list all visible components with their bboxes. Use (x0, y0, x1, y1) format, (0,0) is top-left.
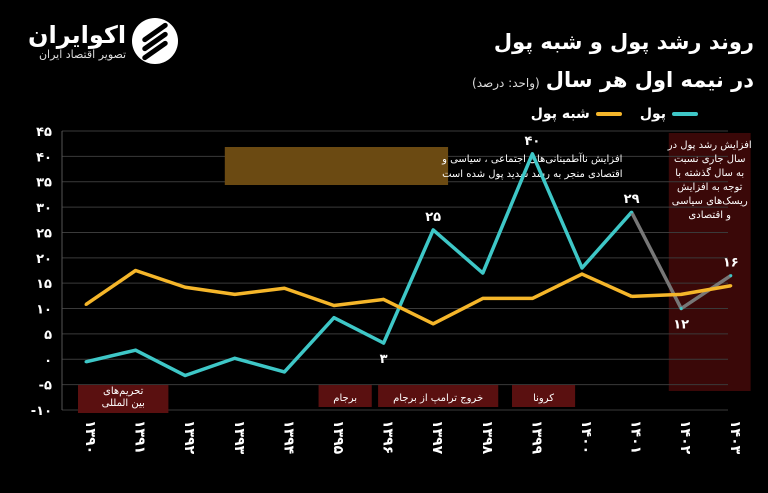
note-box (224, 147, 449, 185)
data-point-money (729, 274, 733, 278)
highlight-text: سال جاری نسبت (674, 154, 745, 165)
event-label: تحریم‌های (103, 386, 144, 397)
y-tick-label: ۴۵ (36, 125, 52, 140)
x-tick-label: ۱۳۹۶ (380, 420, 396, 454)
y-tick-label: ۴۰ (36, 150, 52, 165)
data-point-quasi (382, 297, 386, 301)
event-box (378, 385, 499, 407)
y-tick-label: ۳۵ (36, 176, 52, 191)
data-point-money (481, 271, 485, 275)
chart-title: روند رشد پول و شبه پول (493, 30, 754, 54)
y-tick-label: ۱۰ (36, 303, 52, 318)
highlight-text: افزایش رشد پول در (667, 140, 752, 151)
data-point-money (580, 266, 584, 270)
chart-subtitle: در نیمه اول هر سال (واحد: درصد) (472, 68, 754, 92)
data-point-quasi (679, 292, 683, 296)
event-label: کرونا (533, 393, 554, 404)
event-box (512, 385, 576, 407)
data-point-quasi (729, 284, 733, 288)
y-tick-label: -۱۰ (31, 404, 52, 419)
data-point-quasi (630, 294, 634, 298)
data-point-quasi (332, 304, 336, 308)
data-point-quasi (530, 296, 534, 300)
event-box (318, 385, 372, 407)
data-label: ۴۰ (524, 134, 540, 149)
chart-legend: پول شبه پول (513, 106, 698, 122)
x-tick-label: ۱۴۰۳ (727, 420, 743, 455)
data-point-money (679, 307, 683, 311)
unit-label: (واحد: درصد) (472, 76, 540, 90)
x-tick-label: ۱۴۰۰ (578, 420, 594, 454)
highlight-text: ریسک‌های سیاسی (672, 196, 748, 207)
legend-label-quasi: شبه پول (530, 106, 590, 122)
data-label: ۳ (380, 352, 388, 367)
brand-name: اکوایران (28, 20, 127, 49)
data-point-quasi (431, 322, 435, 326)
event-label: برجام (333, 393, 357, 404)
brand-tagline: تصویر اقتصاد ایران (38, 47, 127, 61)
x-tick-label: ۱۴۰۲ (677, 420, 693, 455)
brand-logo: اکوایران تصویر اقتصاد ایران (28, 18, 179, 64)
data-point-money (630, 210, 634, 214)
legend-label-money: پول (639, 106, 666, 122)
data-point-money (530, 152, 534, 156)
data-point-quasi (481, 296, 485, 300)
data-point-money (282, 370, 286, 374)
logo-icon (132, 18, 179, 64)
x-tick-label: ۱۳۹۲ (181, 420, 197, 455)
x-tick-label: ۱۳۹۵ (330, 420, 346, 455)
highlight-text: و اقتصادی (688, 210, 731, 221)
data-point-money (84, 360, 88, 364)
legend-swatch-money (672, 112, 698, 116)
x-tick-label: ۱۳۹۷ (429, 420, 445, 455)
y-tick-label: ۱۵ (36, 277, 52, 292)
data-point-money (183, 374, 187, 378)
y-tick-label: ۳۰ (36, 201, 52, 216)
legend-item-quasi: شبه پول (531, 106, 622, 122)
data-point-quasi (84, 302, 88, 306)
legend-item-money: پول (640, 106, 698, 122)
data-point-money (233, 356, 237, 360)
data-point-quasi (580, 272, 584, 276)
data-point-quasi (282, 286, 286, 290)
data-label: ۲۹ (624, 192, 640, 207)
y-tick-label: ۰ (44, 353, 52, 368)
note-text: اقتصادی منجر به رشد شدید پول شده است (442, 169, 622, 180)
data-point-money (134, 348, 138, 352)
event-label: خروج ترامپ از برجام (393, 393, 483, 404)
y-tick-label: -۵ (39, 379, 52, 394)
y-tick-label: ۵ (44, 328, 52, 343)
series-line-quasi (85, 268, 633, 326)
event-label: بین المللی (102, 398, 145, 409)
y-tick-label: ۲۰ (36, 252, 52, 267)
data-point-quasi (134, 269, 138, 272)
x-tick-label: ۱۴۰۱ (628, 420, 644, 454)
legend-swatch-quasi (595, 112, 622, 116)
x-tick-label: ۱۳۹۰ (82, 420, 98, 454)
data-point-quasi (233, 292, 237, 296)
data-label: ۱۲ (673, 318, 689, 333)
data-point-money (431, 228, 435, 232)
highlight-text: توجه به افزایش (677, 182, 743, 193)
subtitle-text: در نیمه اول هر سال (545, 68, 754, 92)
highlight-region (668, 133, 751, 391)
x-tick-label: ۱۳۹۱ (132, 420, 148, 454)
event-box (78, 385, 169, 413)
highlight-text: به سال گذشته با (675, 167, 744, 179)
x-tick-label: ۱۳۹۴ (280, 420, 296, 455)
series-line-money (85, 152, 633, 378)
data-point-money (332, 316, 336, 320)
data-point-money (382, 341, 386, 345)
y-tick-label: ۲۵ (36, 226, 52, 241)
data-point-quasi (183, 285, 187, 289)
data-label: ۲۵ (425, 210, 441, 225)
x-tick-label: ۱۳۹۹ (528, 420, 544, 455)
x-tick-label: ۱۳۹۸ (479, 420, 495, 455)
x-tick-label: ۱۳۹۳ (231, 420, 247, 455)
data-label: ۱۶ (723, 256, 739, 271)
